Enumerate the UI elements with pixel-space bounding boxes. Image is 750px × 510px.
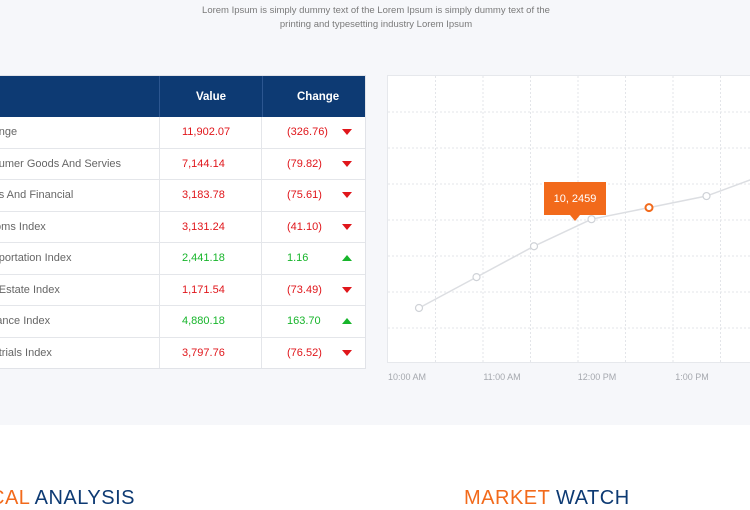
header-name (0, 76, 160, 117)
arrow-down-icon (342, 286, 352, 293)
chart-canvas (388, 76, 750, 362)
highlighted-data-point (644, 203, 654, 213)
index-name: ansportation Index (0, 243, 160, 274)
index-change: (75.61) (262, 180, 365, 211)
series-line (418, 179, 750, 309)
arrow-down-icon (342, 349, 352, 356)
index-change: (76.52) (262, 338, 365, 369)
data-point (529, 242, 539, 251)
index-value: 2,441.18 (160, 243, 262, 274)
table-header: Value Change (0, 76, 365, 117)
data-point (702, 191, 711, 201)
heading-rest: WATCH (549, 487, 630, 509)
index-value: 3,183.78 (160, 180, 262, 211)
arrow-down-icon (342, 192, 352, 199)
x-tick-label: 11:00 AM (483, 372, 521, 382)
technical-analysis-heading: CAL ANALYSIS (0, 487, 135, 510)
header-value: Value (160, 76, 263, 117)
index-change: (41.10) (262, 212, 365, 243)
index-name: eal Estate Index (0, 274, 160, 305)
x-tick-label: 1:00 PM (675, 372, 709, 382)
arrow-down-icon (342, 160, 352, 167)
index-change: (79.82) (262, 149, 365, 180)
index-name: anks And Financial (0, 180, 160, 211)
data-point (587, 215, 596, 224)
x-tick-label: 12:00 PM (577, 372, 617, 382)
arrow-up-icon (342, 318, 352, 325)
data-point (414, 303, 424, 313)
index-value: 3,797.76 (160, 337, 262, 368)
index-change: 1.16 (262, 243, 365, 274)
arrow-up-icon (342, 255, 352, 262)
data-point (472, 273, 481, 282)
table-row: change11,902.07(326.76) (0, 117, 365, 148)
index-name: change (0, 117, 160, 148)
arrow-down-icon (342, 223, 352, 230)
index-name: dustrials Index (0, 337, 160, 368)
arrow-down-icon (342, 129, 352, 136)
heading-accent: MARKET (464, 487, 550, 509)
market-table: Value Change change11,902.07(326.76)onsu… (0, 75, 366, 369)
market-watch-heading: MARKET WATCH (464, 487, 630, 510)
x-tick-label: 10:00 AM (387, 372, 427, 382)
index-change: 163.70 (262, 306, 365, 337)
index-change: (326.76) (262, 117, 365, 148)
index-name: onsumer Goods And Servies (0, 148, 160, 179)
chart-tooltip: 10, 2459 (544, 182, 606, 221)
index-chart (387, 75, 750, 363)
index-value: 1,171.54 (160, 274, 262, 305)
index-change: (73.49) (262, 275, 365, 306)
index-value: 3,131.24 (160, 211, 262, 242)
header-change: Change (297, 90, 340, 103)
heading-accent: CAL (0, 487, 30, 509)
index-name: surance Index (0, 306, 160, 337)
index-value: 4,880.18 (160, 306, 262, 337)
intro-text: Lorem Ipsum is simply dummy text of the … (202, 5, 550, 30)
index-name: lecoms Index (0, 211, 160, 242)
index-value: 11,902.07 (160, 117, 262, 148)
heading-rest: ANALYSIS (29, 487, 135, 509)
index-value: 7,144.14 (160, 148, 262, 179)
